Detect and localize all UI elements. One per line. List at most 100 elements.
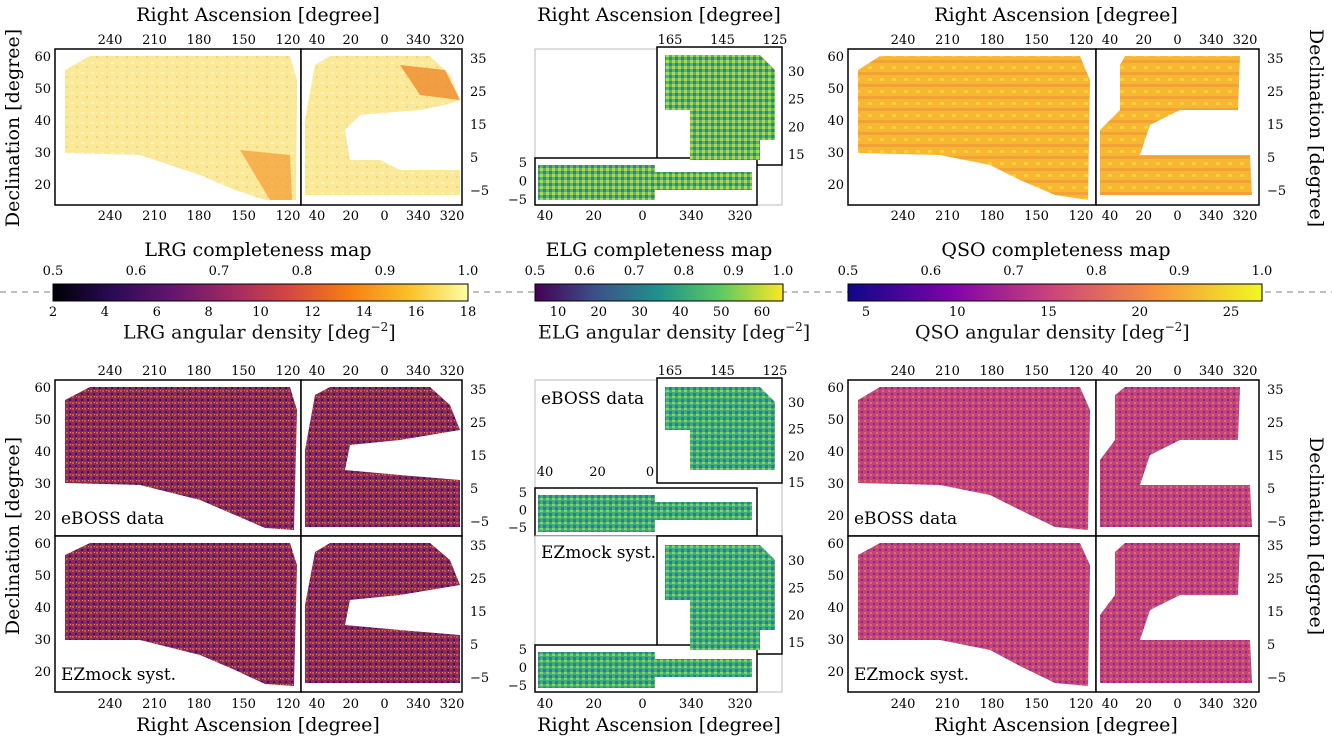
ra-tick-label: 320 — [728, 697, 753, 712]
ra-tick-label: 180 — [980, 364, 1005, 379]
qso-completeness-title: QSO completeness map — [941, 239, 1170, 261]
ra-tick-label: 20 — [342, 364, 359, 379]
ra-tick-label: 340 — [1199, 697, 1224, 712]
ra-tick-label: 0 — [380, 33, 388, 48]
density-tick-label: 15 — [1040, 305, 1057, 320]
completeness-tick-label: 0.9 — [1169, 264, 1190, 279]
dec-axis-title-left-bottom: Declination [degree] — [2, 437, 24, 635]
ra-tick-label: 165 — [658, 364, 683, 379]
density-tick-label: 60 — [754, 305, 771, 320]
ra-tick-label: 20 — [1135, 364, 1152, 379]
dec-tick-label: 25 — [470, 416, 487, 431]
dec-tick-label: 60 — [827, 50, 844, 65]
dec-tick-label: 50 — [827, 413, 844, 428]
ra-tick-label: 125 — [763, 33, 788, 48]
dec-tick-label: −5 — [508, 679, 527, 694]
dec-tick-label: 20 — [788, 609, 805, 624]
ra-tick-label: 180 — [980, 33, 1005, 48]
dec-tick-label: −5 — [1267, 671, 1286, 686]
ra-tick-label: 210 — [935, 697, 960, 712]
ra-tick-label: 120 — [1069, 33, 1094, 48]
panel-label-data: eBOSS data — [541, 389, 644, 409]
density-tick-label: 4 — [101, 305, 109, 320]
dec-tick-label: 15 — [788, 476, 805, 491]
ra-tick-label: 20 — [589, 465, 606, 480]
ngc-footprint — [858, 56, 1090, 200]
ra-tick-label: 40 — [309, 697, 326, 712]
dec-tick-label: 20 — [827, 665, 844, 680]
ngc-footprint — [65, 56, 297, 200]
ra-tick-label: 0 — [1173, 364, 1181, 379]
ra-tick-label: 0 — [638, 697, 646, 712]
ra-tick-label: 120 — [276, 697, 301, 712]
qso-colorbar — [847, 283, 1263, 302]
ra-tick-label: 210 — [142, 364, 167, 379]
ra-tick-label: 0 — [1173, 209, 1181, 224]
ra-tick-label: 40 — [1102, 33, 1119, 48]
density-tick-label: 50 — [713, 305, 730, 320]
ra-tick-label: 40 — [1102, 364, 1119, 379]
density-tick-label: 25 — [1223, 305, 1240, 320]
dec-tick-label: 60 — [34, 50, 51, 65]
dec-tick-label: 50 — [827, 569, 844, 584]
ra-tick-label: 150 — [231, 364, 256, 379]
dec-tick-label: 5 — [470, 482, 478, 497]
dec-tick-label: 20 — [788, 120, 805, 135]
dec-tick-label: 25 — [1267, 85, 1284, 100]
ra-tick-label: 210 — [142, 697, 167, 712]
dec-tick-label: 35 — [1267, 52, 1284, 67]
dec-tick-label: 60 — [34, 537, 51, 552]
dec-tick-label: 50 — [34, 82, 51, 97]
completeness-tick-label: 0.5 — [838, 264, 859, 279]
dec-axis-title-right-bottom: Declination [degree] — [1305, 437, 1327, 635]
ra-tick-label: 240 — [98, 209, 123, 224]
completeness-tick-label: 0.8 — [292, 264, 313, 279]
density-tick-label: 12 — [304, 305, 321, 320]
completeness-tick-label: 0.8 — [673, 264, 694, 279]
ra-tick-label: 20 — [585, 209, 602, 224]
ra-tick-label: 120 — [1069, 209, 1094, 224]
ra-tick-label: 340 — [406, 33, 431, 48]
completeness-tick-label: 1.0 — [1252, 264, 1273, 279]
density-tick-label: 14 — [356, 305, 373, 320]
dec-tick-label: 15 — [1267, 449, 1284, 464]
dec-tick-label: 25 — [1267, 572, 1284, 587]
ra-tick-label: 150 — [1024, 209, 1049, 224]
completeness-tick-label: 0.5 — [525, 264, 546, 279]
ra-tick-label: 40 — [537, 697, 554, 712]
density-tick-label: 10 — [550, 305, 567, 320]
completeness-tick-label: 0.6 — [920, 264, 941, 279]
dec-tick-label: 15 — [1267, 118, 1284, 133]
ra-tick-label: 340 — [679, 209, 704, 224]
elg-sgc-footprint — [538, 165, 752, 200]
dec-tick-label: 60 — [34, 381, 51, 396]
ra-tick-label: 240 — [891, 209, 916, 224]
elg-ngc-footprint — [665, 55, 775, 160]
ra-tick-label: 180 — [187, 364, 212, 379]
dec-tick-label: 5 — [519, 486, 527, 501]
ra-tick-label: 40 — [309, 209, 326, 224]
ra-tick-label: 240 — [891, 697, 916, 712]
ra-tick-label: 0 — [380, 697, 388, 712]
dec-tick-label: 5 — [470, 151, 478, 166]
dec-tick-label: −5 — [508, 193, 527, 208]
dec-tick-label: 20 — [34, 178, 51, 193]
ra-tick-label: 150 — [231, 697, 256, 712]
ra-tick-label: 0 — [1173, 33, 1181, 48]
dec-tick-label: 15 — [1267, 605, 1284, 620]
ra-tick-label: 40 — [1102, 209, 1119, 224]
dec-tick-label: 60 — [827, 537, 844, 552]
ra-tick-label: 20 — [1135, 209, 1152, 224]
density-tick-label: 10 — [949, 305, 966, 320]
ra-tick-label: 320 — [440, 697, 465, 712]
elg-density-mock-panel: EZmock syst. — [534, 535, 783, 693]
ra-tick-label: 145 — [710, 364, 735, 379]
dec-tick-label: −5 — [470, 671, 489, 686]
dec-tick-label: 40 — [34, 114, 51, 129]
dec-tick-label: 35 — [470, 383, 487, 398]
ra-tick-label: 320 — [1233, 33, 1258, 48]
ra-tick-label: 40 — [309, 364, 326, 379]
dec-tick-label: 20 — [788, 449, 805, 464]
